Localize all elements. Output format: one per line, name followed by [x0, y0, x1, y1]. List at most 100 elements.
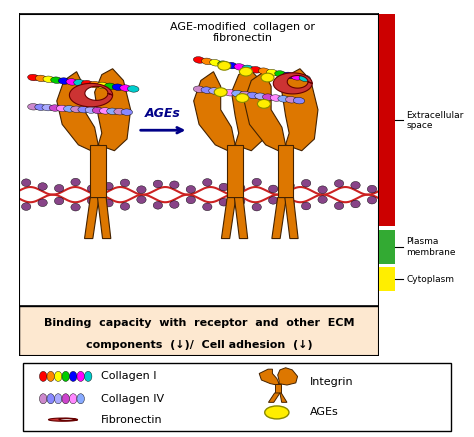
- Ellipse shape: [201, 87, 212, 94]
- Ellipse shape: [170, 181, 179, 188]
- Polygon shape: [274, 384, 281, 393]
- Ellipse shape: [128, 86, 139, 92]
- Ellipse shape: [193, 86, 205, 93]
- Ellipse shape: [351, 200, 360, 208]
- Ellipse shape: [121, 109, 133, 115]
- Ellipse shape: [299, 75, 310, 82]
- Ellipse shape: [56, 105, 68, 112]
- FancyBboxPatch shape: [19, 306, 379, 356]
- Text: Extracellular
space: Extracellular space: [407, 111, 464, 130]
- Ellipse shape: [49, 105, 61, 111]
- Ellipse shape: [239, 67, 252, 76]
- Ellipse shape: [255, 93, 266, 100]
- Ellipse shape: [219, 198, 228, 206]
- Ellipse shape: [186, 196, 196, 204]
- Ellipse shape: [71, 203, 80, 211]
- Ellipse shape: [137, 186, 146, 194]
- Ellipse shape: [58, 78, 70, 84]
- Polygon shape: [90, 145, 106, 198]
- Ellipse shape: [218, 62, 231, 70]
- Ellipse shape: [264, 406, 289, 419]
- Ellipse shape: [234, 64, 246, 70]
- Ellipse shape: [250, 66, 262, 73]
- Ellipse shape: [217, 89, 228, 95]
- Ellipse shape: [266, 69, 278, 76]
- Ellipse shape: [291, 73, 302, 80]
- Ellipse shape: [278, 96, 289, 102]
- Ellipse shape: [257, 100, 270, 108]
- Ellipse shape: [38, 199, 47, 207]
- Ellipse shape: [71, 178, 80, 186]
- Ellipse shape: [55, 394, 62, 404]
- Ellipse shape: [89, 81, 100, 88]
- Polygon shape: [194, 72, 235, 151]
- Ellipse shape: [114, 108, 126, 115]
- Ellipse shape: [120, 85, 131, 91]
- FancyBboxPatch shape: [379, 14, 394, 226]
- Ellipse shape: [39, 394, 47, 404]
- FancyBboxPatch shape: [379, 230, 394, 264]
- Ellipse shape: [214, 88, 227, 97]
- Ellipse shape: [367, 185, 377, 193]
- Polygon shape: [268, 393, 280, 402]
- Polygon shape: [234, 198, 248, 239]
- Ellipse shape: [247, 92, 259, 99]
- Text: Fibronectin: Fibronectin: [100, 415, 162, 425]
- Ellipse shape: [153, 201, 163, 209]
- Ellipse shape: [219, 183, 228, 191]
- Ellipse shape: [218, 61, 229, 67]
- Ellipse shape: [39, 371, 47, 382]
- Text: components  (↓)/  Cell adhesion  (↓): components (↓)/ Cell adhesion (↓): [86, 340, 312, 350]
- Ellipse shape: [242, 65, 254, 72]
- Ellipse shape: [351, 181, 360, 189]
- Ellipse shape: [55, 371, 62, 382]
- Ellipse shape: [232, 90, 243, 97]
- Ellipse shape: [367, 196, 377, 204]
- Ellipse shape: [201, 58, 213, 65]
- Polygon shape: [278, 145, 293, 198]
- Text: Binding  capacity  with  receptor  and  other  ECM: Binding capacity with receptor and other…: [44, 319, 355, 329]
- Ellipse shape: [66, 79, 78, 85]
- Ellipse shape: [236, 184, 245, 192]
- Polygon shape: [221, 198, 236, 239]
- Text: AGE-modified  collagen or
fibronectin: AGE-modified collagen or fibronectin: [170, 22, 315, 44]
- Ellipse shape: [224, 90, 236, 96]
- Polygon shape: [278, 368, 298, 385]
- Ellipse shape: [153, 180, 163, 188]
- Ellipse shape: [55, 197, 64, 205]
- Ellipse shape: [301, 202, 311, 210]
- Text: Collagen IV: Collagen IV: [100, 394, 164, 404]
- Ellipse shape: [21, 179, 31, 187]
- Polygon shape: [57, 72, 98, 151]
- Ellipse shape: [202, 203, 212, 211]
- Ellipse shape: [293, 97, 305, 104]
- Ellipse shape: [77, 394, 84, 404]
- Ellipse shape: [283, 72, 294, 79]
- Ellipse shape: [21, 203, 31, 210]
- Ellipse shape: [120, 179, 130, 187]
- Ellipse shape: [104, 199, 113, 207]
- Ellipse shape: [120, 203, 130, 210]
- Ellipse shape: [318, 186, 327, 194]
- Ellipse shape: [62, 371, 69, 382]
- Ellipse shape: [236, 198, 245, 205]
- Polygon shape: [280, 393, 287, 402]
- Ellipse shape: [77, 371, 84, 382]
- Ellipse shape: [104, 83, 116, 90]
- Text: Collagen I: Collagen I: [100, 371, 156, 382]
- Ellipse shape: [210, 59, 221, 66]
- Ellipse shape: [186, 186, 196, 193]
- Text: AGEs: AGEs: [310, 407, 338, 417]
- Ellipse shape: [275, 71, 286, 77]
- Ellipse shape: [209, 88, 220, 94]
- Ellipse shape: [239, 91, 251, 98]
- Polygon shape: [95, 69, 131, 151]
- Ellipse shape: [87, 185, 97, 192]
- Ellipse shape: [62, 394, 69, 404]
- Ellipse shape: [69, 394, 77, 404]
- Ellipse shape: [258, 68, 270, 74]
- Ellipse shape: [38, 183, 47, 190]
- Ellipse shape: [82, 80, 93, 87]
- Polygon shape: [98, 198, 111, 239]
- Text: Integrin: Integrin: [310, 377, 354, 387]
